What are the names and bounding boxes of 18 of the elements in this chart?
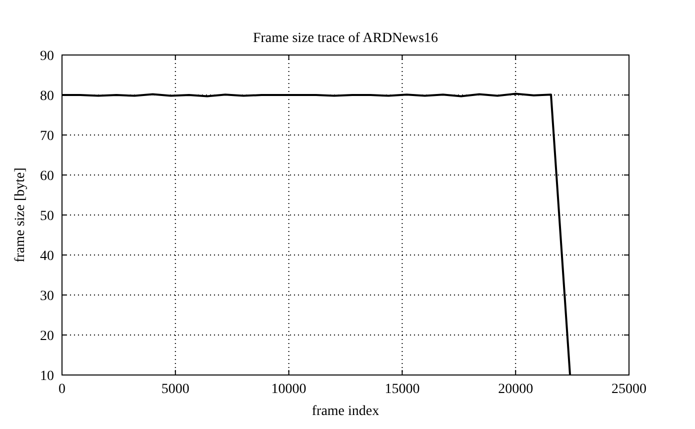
x-tick-label: 0 — [58, 382, 66, 397]
y-tick-label: 20 — [40, 329, 54, 344]
x-tick-label: 5000 — [161, 382, 190, 397]
x-tick-label: 20000 — [498, 382, 534, 397]
y-axis-title: frame size [byte] — [13, 168, 28, 262]
y-tick-label: 90 — [40, 49, 54, 64]
y-tick-label: 30 — [40, 289, 54, 304]
y-tick-label: 10 — [40, 369, 54, 384]
y-tick-label: 40 — [40, 249, 54, 264]
y-tick-label: 60 — [40, 169, 54, 184]
y-tick-label: 70 — [40, 129, 54, 144]
x-axis-title: frame index — [312, 404, 380, 419]
x-tick-label: 10000 — [271, 382, 306, 397]
chart-title: Frame size trace of ARDNews16 — [252, 31, 438, 46]
y-tick-label: 80 — [40, 89, 54, 104]
x-tick-label: 25000 — [612, 382, 646, 397]
y-tick-label: 50 — [40, 209, 54, 224]
x-tick-label: 15000 — [384, 382, 420, 397]
